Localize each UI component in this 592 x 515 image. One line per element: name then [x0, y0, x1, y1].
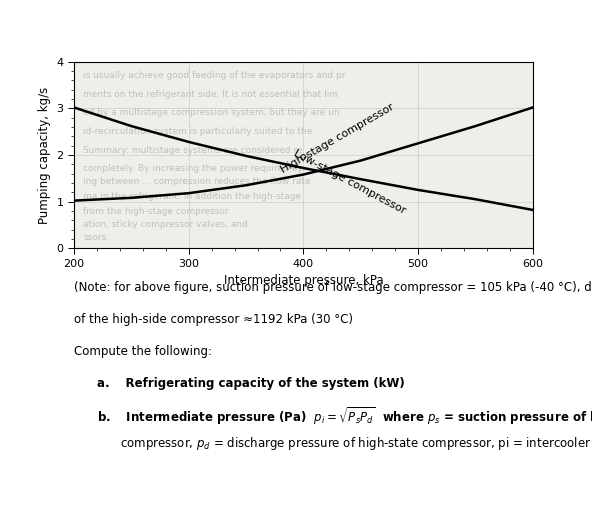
- Text: id-recirculation system is particularly suited to the: id-recirculation system is particularly …: [83, 127, 313, 136]
- Text: ments on the refrigerant side. It is not essential that lim: ments on the refrigerant side. It is not…: [83, 90, 338, 99]
- Text: Compute the following:: Compute the following:: [74, 345, 212, 358]
- Text: is usually achieve good feeding of the evaporators and pr: is usually achieve good feeding of the e…: [83, 71, 346, 80]
- Text: ed by a multistage compression system, but they are un: ed by a multistage compression system, b…: [83, 108, 340, 117]
- Text: from the high-stage compressor: from the high-stage compressor: [83, 207, 229, 216]
- X-axis label: Intermediate pressure, kPa: Intermediate pressure, kPa: [224, 274, 383, 287]
- Text: Summary: multistage systems are considered re: Summary: multistage systems are consider…: [83, 146, 303, 154]
- Y-axis label: Pumping capacity, kg/s: Pumping capacity, kg/s: [38, 87, 51, 224]
- Text: High-stage compressor: High-stage compressor: [279, 102, 396, 175]
- Text: b.  Intermediate pressure (Pa)  $p_i = \sqrt{P_s P_d}$  where $p_s$ = suction pr: b. Intermediate pressure (Pa) $p_i = \sq…: [97, 405, 592, 427]
- Text: Low-stage compressor: Low-stage compressor: [292, 148, 407, 216]
- Text: (Note: for above figure, suction pressure of low-stage compressor = 105 kPa (-40: (Note: for above figure, suction pressur…: [74, 281, 592, 294]
- Text: ssors.: ssors.: [83, 233, 109, 242]
- Text: completely. By increasing the power required by: completely. By increasing the power requ…: [83, 164, 303, 173]
- Text: ation, sticky compressor valves, and: ation, sticky compressor valves, and: [83, 220, 248, 229]
- Text: ing between ... compression reduces the flow rate: ing between ... compression reduces the …: [83, 177, 311, 186]
- Text: a.  Refrigerating capacity of the system (kW): a. Refrigerating capacity of the system …: [97, 376, 405, 390]
- Text: compressor, $p_d$ = discharge pressure of high-state compressor, pi = intercoole: compressor, $p_d$ = discharge pressure o…: [120, 435, 592, 452]
- Text: of the high-side compressor ≈1192 kPa (30 °C): of the high-side compressor ≈1192 kPa (3…: [74, 313, 353, 326]
- Text: ma in the refrigerant. In addition the high-stage: ma in the refrigerant. In addition the h…: [83, 192, 301, 201]
